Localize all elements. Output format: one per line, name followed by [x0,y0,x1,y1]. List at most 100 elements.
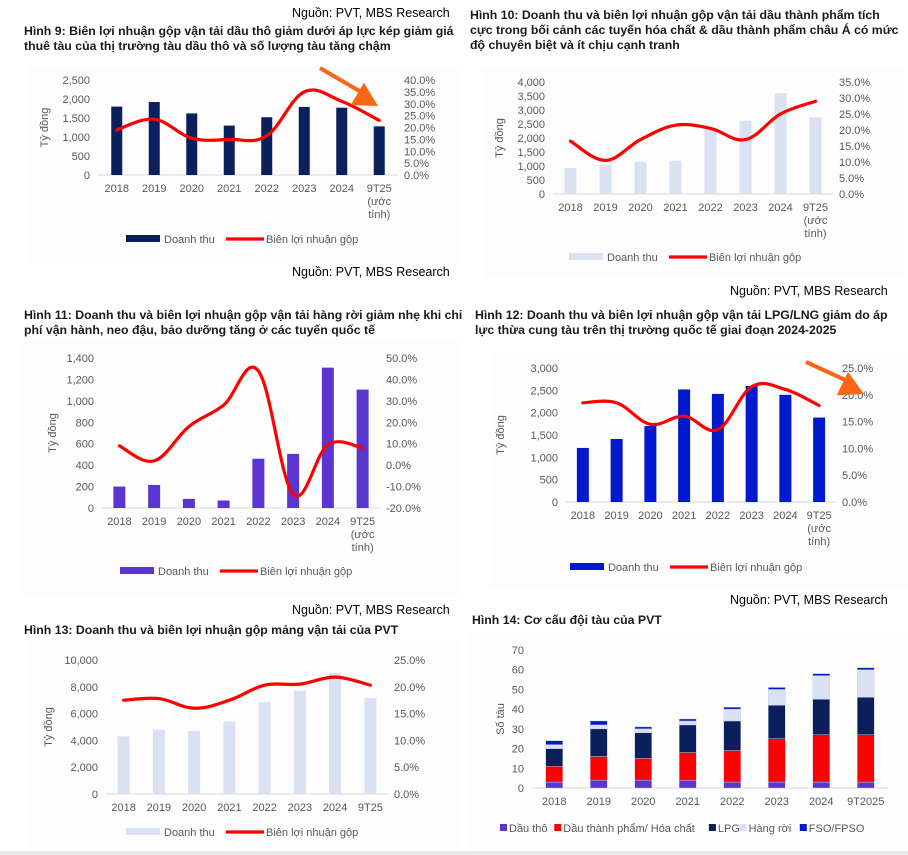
y-axis-title: Tỷ đồng [39,108,51,148]
y2-tick-label: 15.0% [404,134,435,146]
x-tick-label: 2022 [706,510,730,522]
x-axis: 2018 2019 2020 2021 2022 2023 2024 9T25 [111,802,383,814]
bar-segment-9T2025 [857,669,875,698]
figure-9-title: Hình 9: Biên lợi nhuận gộp vận tải dầu t… [24,24,454,53]
stacked-bars [545,667,875,789]
margin-line [115,88,381,143]
legend-label-line: Biên lợi nhuận gộp [266,827,358,839]
legend-label-line: Biên lợi nhuận gộp [709,252,801,264]
y2-tick-label: 30.0% [839,93,870,105]
bar-2019 [152,729,165,794]
x-tick-label: 9T2025 [847,796,884,808]
chart-background [26,640,458,848]
x-tick-label: 2023 [288,802,312,814]
y2-tick-label: 5.0% [839,173,864,185]
y-tick-label: 1,400 [66,353,94,365]
x-axis: 2018 2019 2020 2021 2022 2023 2024 9T25(ướctính… [558,202,828,240]
legend-swatch-bar [570,563,604,570]
y-tick-label: 2,000 [70,762,98,774]
bar-2023 [739,120,752,194]
legend-swatch [708,824,716,831]
x-tick-label: 2021 [663,202,687,214]
bar-2020 [186,113,198,175]
bar-segment-2023 [768,738,786,783]
y-axis-title: Tỷ đồng [494,118,506,158]
trend-arrow-head [350,82,378,106]
margin-line [122,675,372,710]
y2-tick-label: 0.0% [394,789,419,801]
x-tick-label: tính) [808,536,830,548]
figure-12-title: Hình 12: Doanh thu và biên lợi nhuận gộp… [475,308,888,337]
y-tick-label: 3,500 [517,91,545,103]
y-tick-label: 2,500 [62,75,90,87]
bar-series [113,367,369,508]
y-tick-label: 8,000 [70,682,98,694]
bar-segment-2022 [723,708,741,722]
y-axis-right: 0.0% 5.0% 10.0% 15.0% 20.0% 25.0% 30.0% 35.0% [839,77,870,201]
y2-tick-label: 20.0% [404,123,435,135]
bar-segment-2020 [634,728,652,733]
x-tick-label: 2018 [571,510,595,522]
x-tick-label: 9T25 [367,183,392,195]
y-tick-label: 1,000 [517,161,545,173]
y-tick-label: 2,000 [530,408,558,420]
bar-2024 [779,394,792,502]
x-tick-label: 2019 [142,516,166,528]
figure-9-source: Nguồn: PVT, MBS Research [292,265,450,279]
bar-2018 [111,106,123,175]
y-tick-label: 200 [76,482,94,494]
x-tick-label: 2020 [631,796,655,808]
bar-segment-2022 [723,781,741,789]
x-tick-label: 2022 [698,202,722,214]
bar-9T25 [364,698,377,794]
y2-tick-label: 5.0% [404,158,429,170]
bar-segment-2019 [590,756,608,781]
x-tick-label: 2024 [809,796,833,808]
x-tick-label: (ước [351,529,375,541]
bar-2018 [117,736,130,794]
x-tick-label: 9T25 [350,516,375,528]
y-tick-label: 500 [72,151,90,163]
bar-2022 [258,702,271,794]
y-tick-label: 0 [88,503,94,515]
x-tick-label: 2021 [676,796,700,808]
y-axis-right: 0.0%5.0%10.0%15.0%20.0%25.0%30.0%35.0%40… [404,75,435,182]
y-axis-left: 0 500 1,000 1,500 2,000 2,500 [62,75,90,182]
y-tick-label: 1,000 [62,132,90,144]
figure-11-source: Nguồn: PVT, MBS Research [292,603,450,617]
x-tick-label: 2022 [720,796,744,808]
bar-2018 [564,167,577,194]
bar-2023 [293,690,306,794]
legend-swatch-bar [569,253,603,260]
x-axis: 2018 2019 2020 2021 2022 2023 2024 9T25(ướctính… [571,510,832,548]
y2-tick-label: 50.0% [386,353,417,365]
y-axis-title: Tỷ đồng [43,707,55,747]
legend-label: Hàng rời [749,823,792,835]
bar-2023 [745,385,758,502]
y2-tick-label: -10.0% [386,482,421,494]
legend-swatch-bar [126,828,160,835]
y2-tick-label: 15.0% [394,709,425,721]
bar-segment-2020 [634,726,652,730]
bar-segment-2020 [634,732,652,759]
bar-segment-2024 [812,781,830,789]
y-tick-label: 10,000 [64,655,98,667]
y-axis-left: 0 200 400 600 800 1,000 1,200 1,400 [66,353,94,515]
x-tick-label: 2020 [180,183,204,195]
y2-tick-label: 25.0% [842,363,873,375]
chart-background [483,68,903,278]
bar-9T25 [809,117,822,194]
margin-line [117,365,365,498]
bar-segment-2021 [679,724,697,753]
bar-2019 [148,484,161,508]
bar-segment-2024 [812,673,830,676]
y2-tick-label: 20.0% [386,417,417,429]
chart-background [490,352,908,588]
x-tick-label: 9T25 [803,202,828,214]
y-tick-label: 10 [512,763,524,775]
bar-2024 [336,107,348,175]
y-tick-label: 0 [92,789,98,801]
y2-tick-label: 0.0% [386,460,411,472]
x-tick-label: 2018 [111,802,135,814]
y2-tick-label: 10.0% [394,735,425,747]
